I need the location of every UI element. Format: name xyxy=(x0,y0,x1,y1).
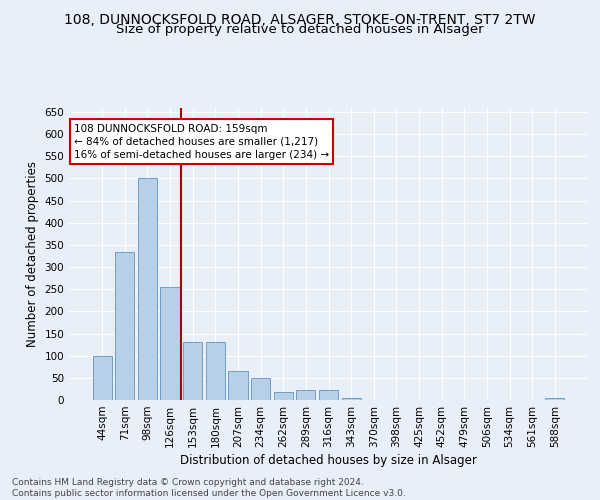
Bar xyxy=(341,398,361,400)
Bar xyxy=(183,342,202,400)
Bar xyxy=(274,392,293,400)
Bar xyxy=(206,342,225,400)
Bar xyxy=(296,390,316,400)
Bar xyxy=(319,390,338,400)
Text: 108 DUNNOCKSFOLD ROAD: 159sqm
← 84% of detached houses are smaller (1,217)
16% o: 108 DUNNOCKSFOLD ROAD: 159sqm ← 84% of d… xyxy=(74,124,329,160)
Text: 108, DUNNOCKSFOLD ROAD, ALSAGER, STOKE-ON-TRENT, ST7 2TW: 108, DUNNOCKSFOLD ROAD, ALSAGER, STOKE-O… xyxy=(64,12,536,26)
Bar xyxy=(545,398,565,400)
X-axis label: Distribution of detached houses by size in Alsager: Distribution of detached houses by size … xyxy=(180,454,477,467)
Y-axis label: Number of detached properties: Number of detached properties xyxy=(26,161,39,347)
Bar xyxy=(160,287,180,400)
Bar xyxy=(229,371,248,400)
Text: Size of property relative to detached houses in Alsager: Size of property relative to detached ho… xyxy=(116,24,484,36)
Bar xyxy=(92,356,112,400)
Bar xyxy=(251,378,270,400)
Bar xyxy=(138,178,157,400)
Text: Contains HM Land Registry data © Crown copyright and database right 2024.
Contai: Contains HM Land Registry data © Crown c… xyxy=(12,478,406,498)
Bar xyxy=(115,252,134,400)
